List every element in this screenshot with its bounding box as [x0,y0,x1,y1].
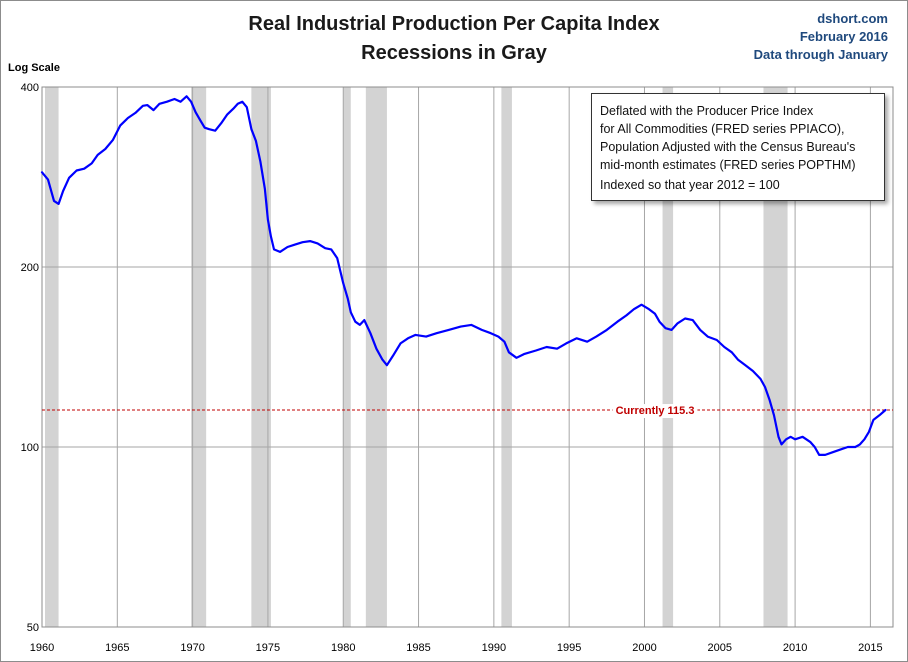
current-value-label-background [612,404,698,419]
x-tick-label-1975: 1975 [256,642,280,654]
annotation-line-4: mid-month estimates (FRED series POPTHM) [600,158,856,172]
x-tick-label-1965: 1965 [105,642,129,654]
annotation-box: Deflated with the Producer Price Index f… [591,93,885,201]
annotation-line-2: for All Commodities (FRED series PPIACO)… [600,122,845,136]
y-tick-label-50: 50 [27,622,39,634]
y-tick-label-100: 100 [21,442,39,454]
current-value-label: Currently 115.3 [616,405,695,417]
chart-title: Real Industrial Production Per Capita In… [248,13,660,35]
recession-band-4 [343,87,351,627]
x-tick-label-1960: 1960 [30,642,54,654]
source-date: February 2016 [799,29,888,44]
series-line-real-industrial-production [40,95,887,456]
x-tick-label-2010: 2010 [783,642,807,654]
source-site: dshort.com [817,11,888,26]
source-data-through: Data through January [753,47,888,62]
x-tick-label-1970: 1970 [180,642,204,654]
annotation-line-3: Population Adjusted with the Census Bure… [600,140,856,154]
y-tick-label-200: 200 [21,262,39,274]
chart-subtitle: Recessions in Gray [361,42,547,64]
y-axis-label: Log Scale [8,62,60,74]
x-tick-label-2005: 2005 [708,642,732,654]
x-tick-label-1990: 1990 [482,642,506,654]
recession-bands [45,87,788,627]
x-tick-label-1995: 1995 [557,642,581,654]
y-tick-label-400: 400 [21,82,39,94]
recession-band-5 [365,87,387,627]
annotation-line-5: Indexed so that year 2012 = 100 [600,178,780,192]
plot-area-border [41,86,894,628]
recession-band-1 [45,87,59,627]
x-tick-label-2015: 2015 [858,642,882,654]
recession-band-6 [501,87,512,627]
x-tick-label-1985: 1985 [406,642,430,654]
axis-ticks: 1960 1965 1970 1975 1980 1985 1990 1995 2000 2005… [21,82,883,654]
annotation-line-1: Deflated with the Producer Price Index [600,104,814,118]
recession-band-2 [191,87,207,627]
x-tick-label-1980: 1980 [331,642,355,654]
x-tick-label-2000: 2000 [632,642,656,654]
recession-band-7 [662,87,674,627]
recession-band-3 [251,87,271,627]
